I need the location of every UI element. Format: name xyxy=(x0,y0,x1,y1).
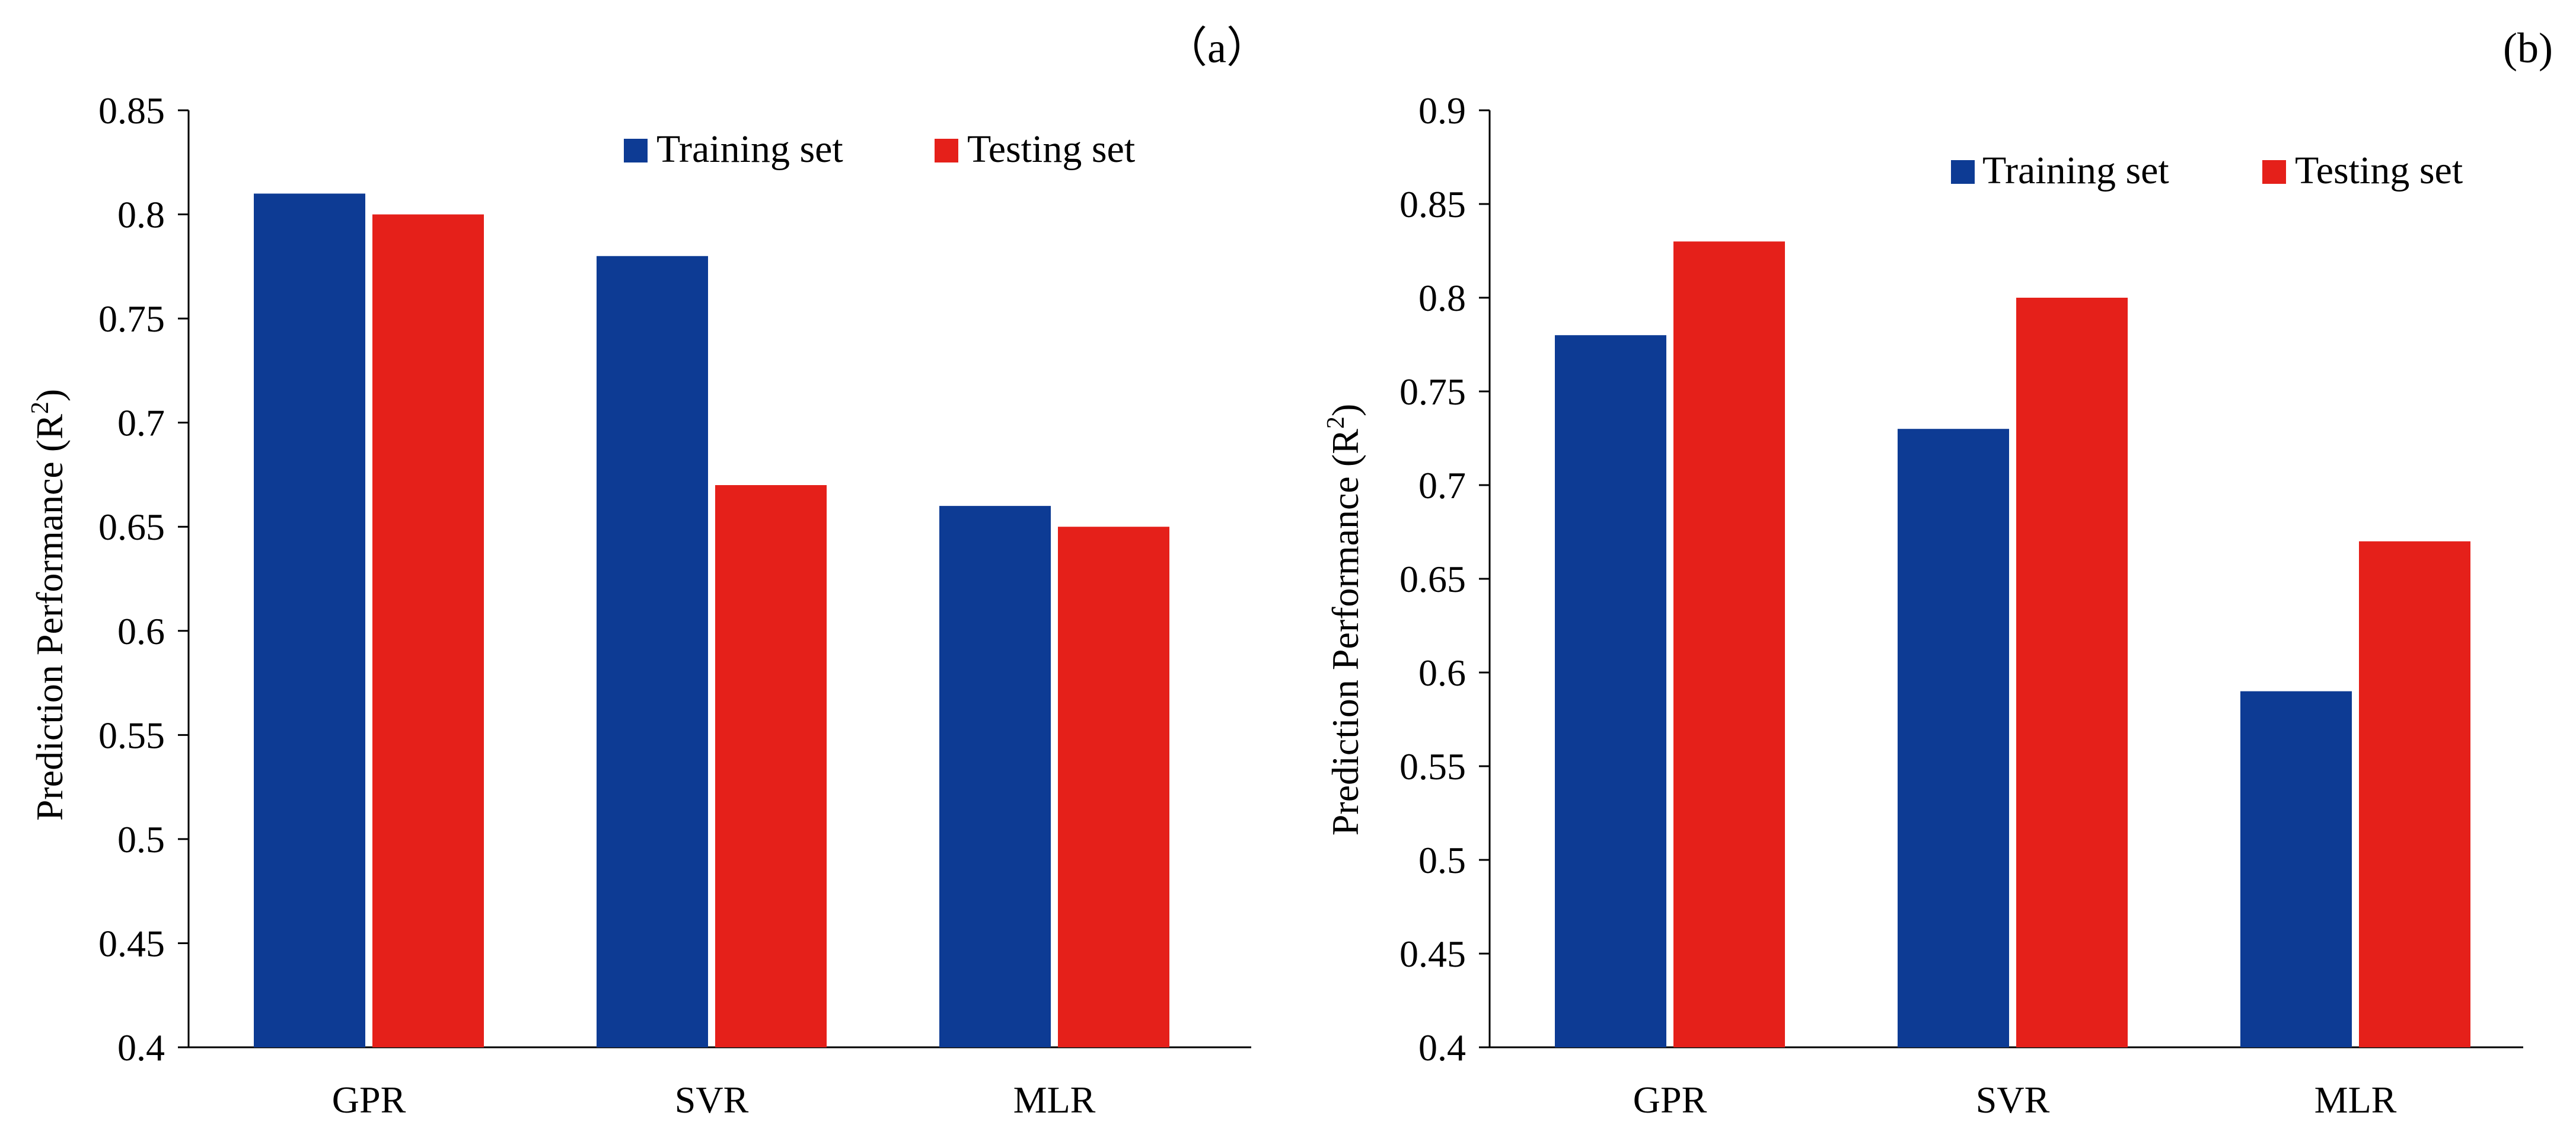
legend-swatch-testing-a xyxy=(935,139,958,162)
legend-swatch-testing-b xyxy=(2262,160,2286,184)
y-axis-title-close-b: ) xyxy=(1324,404,1366,416)
y-tick-label-a: 0.45 xyxy=(98,922,165,964)
y-tick-label-b: 0.4 xyxy=(1418,1027,1466,1069)
legend-b: Training set Testing set xyxy=(1951,149,2463,192)
y-axis-title-b: Prediction Performance (R2) xyxy=(1322,404,1366,836)
x-category-label-a: SVR xyxy=(675,1079,749,1121)
y-axis-title-sup-b: 2 xyxy=(1322,416,1350,429)
bar-testing-svr-a xyxy=(715,485,827,1047)
x-categories-b: GPR SVR MLR xyxy=(1633,1079,2397,1121)
x-category-label-b: SVR xyxy=(1976,1079,2050,1121)
y-tick-label-b: 0.8 xyxy=(1418,277,1466,319)
legend-label-training-b: Training set xyxy=(1982,149,2169,192)
y-tick-label-b: 0.5 xyxy=(1418,839,1466,881)
y-axis-title-sup-a: 2 xyxy=(27,401,54,414)
y-ticks-a: 0.4 0.45 0.5 0.55 0.6 0.65 0.7 0.75 0.8 0.85 xyxy=(98,90,189,1069)
y-tick-label-a: 0.7 xyxy=(117,402,165,444)
bar-testing-mlr-b xyxy=(2359,541,2470,1047)
y-axis-title-text-a: Prediction Performance (R xyxy=(28,414,71,821)
legend-label-training-a: Training set xyxy=(656,128,843,171)
y-ticks-b: 0.4 0.45 0.5 0.55 0.6 0.65 0.7 0.75 0.8 0.85 0.9 xyxy=(1399,90,1490,1069)
bars-b xyxy=(1555,241,2470,1048)
y-tick-label-b: 0.45 xyxy=(1399,933,1466,975)
x-category-label-a: GPR xyxy=(332,1079,406,1121)
legend-swatch-training-a xyxy=(624,139,648,162)
y-tick-label-a: 0.4 xyxy=(117,1027,165,1069)
x-categories-a: GPR SVR MLR xyxy=(332,1079,1096,1121)
y-tick-label-a: 0.85 xyxy=(98,90,165,132)
y-tick-label-b: 0.75 xyxy=(1399,371,1466,413)
bar-testing-gpr-a xyxy=(372,214,484,1047)
y-tick-label-b: 0.85 xyxy=(1399,183,1466,225)
bar-training-mlr-b xyxy=(2240,691,2352,1047)
x-category-label-a: MLR xyxy=(1013,1079,1096,1121)
y-tick-label-a: 0.8 xyxy=(117,194,165,236)
x-category-label-b: GPR xyxy=(1633,1079,1707,1121)
y-axis-title-a: Prediction Performance (R2) xyxy=(27,389,71,821)
panel-label-b: (b) xyxy=(2503,24,2553,72)
bar-training-gpr-b xyxy=(1555,335,1666,1048)
bars-a xyxy=(254,193,1169,1047)
y-tick-label-a: 0.65 xyxy=(98,506,165,548)
bar-training-gpr-a xyxy=(254,193,365,1047)
legend-swatch-training-b xyxy=(1951,160,1975,184)
chart-panel-b: (b) Prediction Performance (R2) 0.40.450… xyxy=(1322,24,2553,1121)
chart-panel-a: （a） Prediction Performance (R2) 0.40.450… xyxy=(27,24,1269,1121)
bar-testing-mlr-a xyxy=(1058,527,1169,1047)
bar-training-svr-a xyxy=(597,256,708,1047)
y-tick-label-b: 0.6 xyxy=(1418,652,1466,694)
y-axis-title-text-b: Prediction Performance (R xyxy=(1324,429,1366,836)
legend-label-testing-a: Testing set xyxy=(967,128,1135,171)
bar-testing-svr-b xyxy=(2016,298,2128,1047)
y-tick-label-a: 0.6 xyxy=(117,610,165,652)
bar-training-mlr-a xyxy=(939,506,1051,1047)
legend-a: Training set Testing set xyxy=(624,128,1135,171)
panel-label-a: （a） xyxy=(1165,24,1269,72)
y-tick-label-b: 0.7 xyxy=(1418,464,1466,506)
legend-label-testing-b: Testing set xyxy=(2295,149,2463,192)
bar-testing-gpr-b xyxy=(1673,241,1785,1048)
y-tick-label-b: 0.55 xyxy=(1399,745,1466,788)
y-tick-label-b: 0.9 xyxy=(1418,90,1466,132)
bar-training-svr-b xyxy=(1898,429,2009,1048)
y-axis-title-close-a: ) xyxy=(28,389,71,401)
y-tick-label-b: 0.65 xyxy=(1399,558,1466,600)
y-tick-label-a: 0.55 xyxy=(98,714,165,756)
y-tick-label-a: 0.75 xyxy=(98,298,165,340)
y-tick-label-a: 0.5 xyxy=(117,818,165,860)
x-category-label-b: MLR xyxy=(2314,1079,2397,1121)
